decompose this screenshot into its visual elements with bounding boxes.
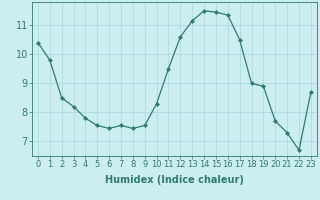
X-axis label: Humidex (Indice chaleur): Humidex (Indice chaleur) [105, 175, 244, 185]
